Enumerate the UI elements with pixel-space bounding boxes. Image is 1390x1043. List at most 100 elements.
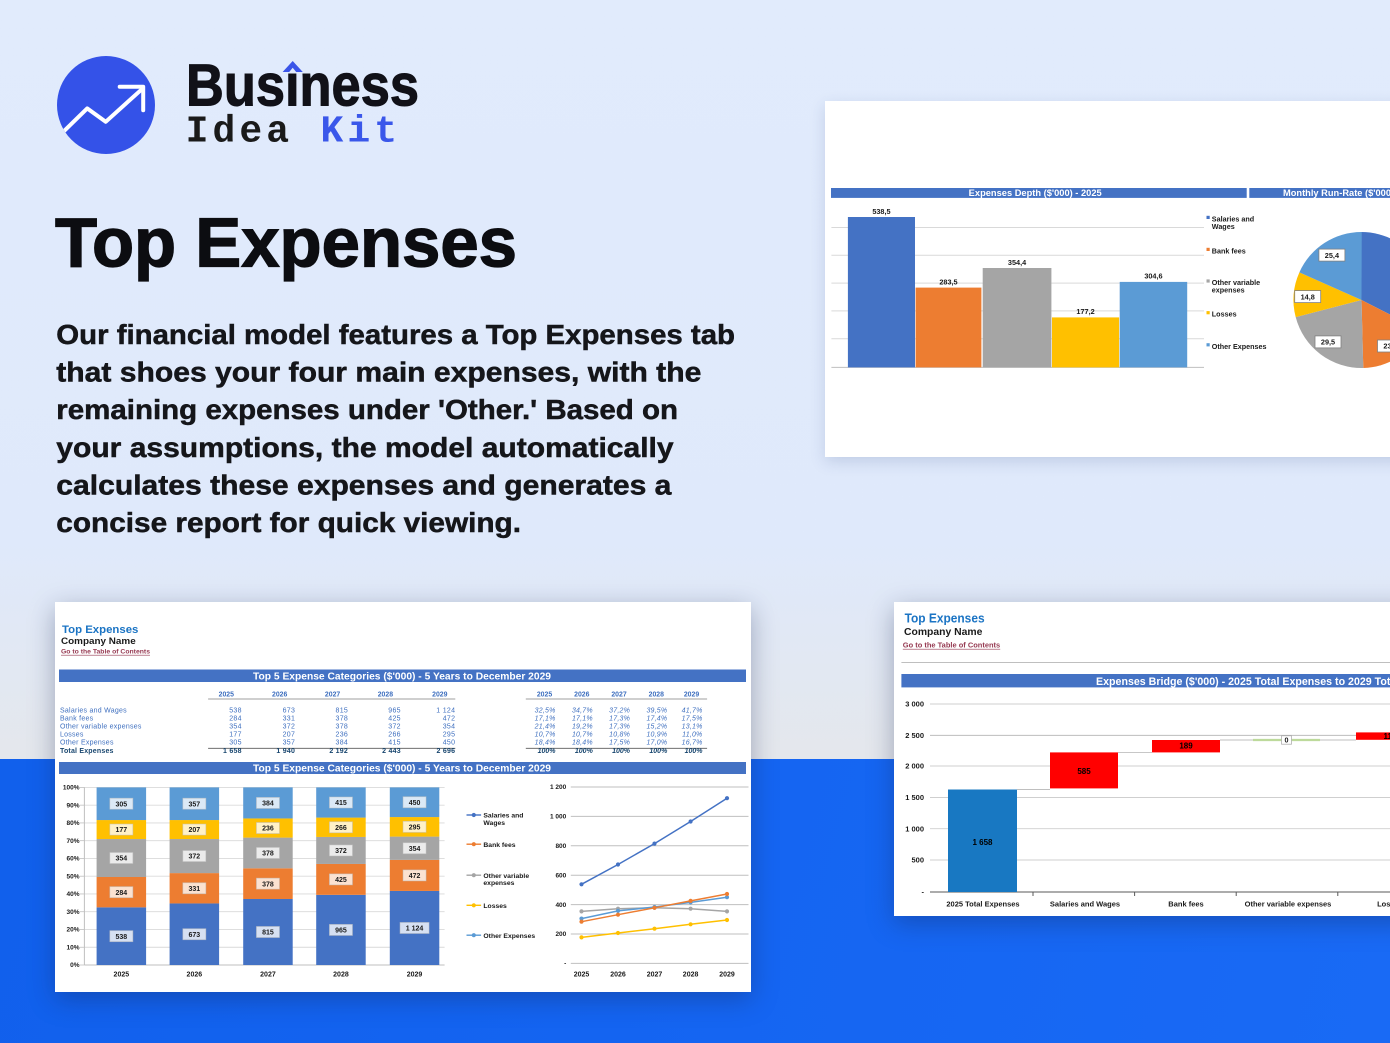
svg-text:13,1%: 13,1% (682, 723, 703, 730)
svg-text:80%: 80% (66, 820, 79, 827)
svg-text:2028: 2028 (333, 972, 349, 979)
svg-text:10,7%: 10,7% (572, 732, 593, 739)
svg-text:207: 207 (189, 827, 201, 834)
svg-text:354: 354 (116, 856, 128, 863)
svg-text:354: 354 (229, 723, 242, 730)
svg-text:Top Expenses: Top Expenses (905, 611, 985, 625)
svg-text:Losses: Losses (483, 903, 507, 910)
svg-text:19,2%: 19,2% (572, 723, 593, 730)
svg-text:Other Expenses: Other Expenses (60, 740, 114, 747)
svg-text:538,5: 538,5 (872, 207, 890, 216)
svg-text:500: 500 (911, 856, 924, 865)
svg-text:10%: 10% (66, 944, 79, 951)
svg-text:Wages: Wages (1212, 222, 1235, 231)
svg-text:41,7%: 41,7% (682, 707, 703, 714)
svg-text:expenses: expenses (1212, 285, 1245, 294)
svg-text:415: 415 (335, 800, 347, 807)
svg-text:Monthly Run-Rate ($'000) - 202: Monthly Run-Rate ($'000) - 2025 (1283, 188, 1390, 198)
svg-text:378: 378 (336, 715, 349, 722)
svg-text:Losses: Losses (60, 732, 84, 739)
svg-text:815: 815 (262, 930, 274, 937)
svg-text:Other variable: Other variable (1212, 278, 1260, 287)
svg-text:100%: 100% (575, 748, 594, 755)
svg-text:295: 295 (409, 824, 421, 831)
svg-text:354: 354 (409, 846, 421, 853)
svg-text:Bank fees: Bank fees (483, 842, 515, 849)
svg-text:304,6: 304,6 (1144, 272, 1162, 281)
svg-text:472: 472 (409, 873, 421, 880)
svg-text:Bank fees: Bank fees (1168, 900, 1203, 909)
svg-text:425: 425 (335, 877, 347, 884)
svg-text:Salaries and Wages: Salaries and Wages (60, 707, 127, 714)
svg-text:415: 415 (388, 740, 401, 747)
svg-text:1 940: 1 940 (276, 748, 295, 755)
svg-text:372: 372 (388, 723, 401, 730)
svg-text:17,3%: 17,3% (609, 723, 630, 730)
svg-text:450: 450 (409, 800, 421, 807)
svg-text:236: 236 (336, 732, 349, 739)
svg-text:17,3%: 17,3% (609, 715, 630, 722)
svg-text:Top 5 Expense Categories ($'00: Top 5 Expense Categories ($'000) - 5 Yea… (253, 672, 551, 683)
svg-text:2029: 2029 (407, 972, 423, 979)
svg-text:177: 177 (116, 827, 128, 834)
svg-text:50%: 50% (66, 873, 79, 880)
svg-text:354: 354 (443, 723, 456, 730)
svg-text:10,8%: 10,8% (609, 732, 630, 739)
svg-text:Kit: Kit (321, 110, 402, 153)
svg-text:2028: 2028 (649, 692, 664, 699)
svg-text:Company Name: Company Name (904, 626, 983, 638)
svg-text:Our financial model features a: Our financial model features a Top Expen… (56, 319, 735, 350)
svg-text:1 658: 1 658 (972, 838, 993, 847)
svg-text:800: 800 (555, 843, 566, 850)
svg-text:400: 400 (555, 902, 566, 909)
svg-text:100%: 100% (538, 748, 557, 755)
svg-text:177: 177 (229, 732, 242, 739)
svg-text:14,8: 14,8 (1301, 292, 1315, 301)
svg-text:23,6: 23,6 (1383, 342, 1390, 351)
svg-text:25,4: 25,4 (1325, 251, 1340, 260)
svg-text:1 000: 1 000 (905, 824, 924, 833)
svg-text:-: - (922, 888, 925, 897)
svg-text:17,1%: 17,1% (535, 715, 556, 722)
svg-text:266: 266 (388, 732, 401, 739)
svg-text:1 200: 1 200 (550, 784, 567, 791)
svg-text:100%: 100% (649, 748, 668, 755)
svg-text:673: 673 (189, 932, 201, 939)
svg-text:Top Expenses: Top Expenses (62, 624, 138, 636)
svg-text:29,5: 29,5 (1321, 338, 1335, 347)
svg-text:2029: 2029 (432, 692, 447, 699)
svg-text:372: 372 (283, 723, 296, 730)
svg-text:284: 284 (229, 715, 242, 722)
svg-text:1 658: 1 658 (223, 748, 242, 755)
svg-text:39,5%: 39,5% (646, 707, 667, 714)
svg-text:Losses: Losses (1212, 310, 1237, 319)
svg-text:965: 965 (388, 707, 401, 714)
svg-text:0%: 0% (70, 962, 80, 969)
svg-text:378: 378 (336, 723, 349, 730)
svg-text:2028: 2028 (378, 692, 393, 699)
svg-text:295: 295 (443, 732, 456, 739)
svg-text:305: 305 (229, 740, 242, 747)
svg-text:18,4%: 18,4% (572, 740, 593, 747)
svg-text:2 443: 2 443 (382, 748, 401, 755)
svg-text:2026: 2026 (574, 692, 589, 699)
svg-text:378: 378 (262, 881, 274, 888)
svg-text:Top Expenses: Top Expenses (55, 204, 517, 282)
svg-text:2027: 2027 (647, 972, 663, 979)
svg-text:2 192: 2 192 (329, 748, 348, 755)
svg-text:425: 425 (388, 715, 401, 722)
svg-text:16,7%: 16,7% (682, 740, 703, 747)
svg-text:2 000: 2 000 (905, 762, 924, 771)
svg-text:Salaries and: Salaries and (483, 813, 523, 820)
svg-text:Expenses Depth ($'000) - 2025: Expenses Depth ($'000) - 2025 (969, 188, 1102, 198)
svg-text:40%: 40% (66, 891, 79, 898)
svg-text:100%: 100% (685, 748, 704, 755)
svg-text:2 696: 2 696 (437, 748, 456, 755)
svg-text:2027: 2027 (325, 692, 340, 699)
svg-text:538: 538 (116, 934, 128, 941)
svg-text:your assumptions, the model au: your assumptions, the model automaticall… (56, 432, 674, 463)
svg-text:472: 472 (443, 715, 456, 722)
svg-text:100%: 100% (63, 785, 80, 792)
svg-text:30%: 30% (66, 909, 79, 916)
svg-text:118: 118 (1384, 732, 1390, 741)
